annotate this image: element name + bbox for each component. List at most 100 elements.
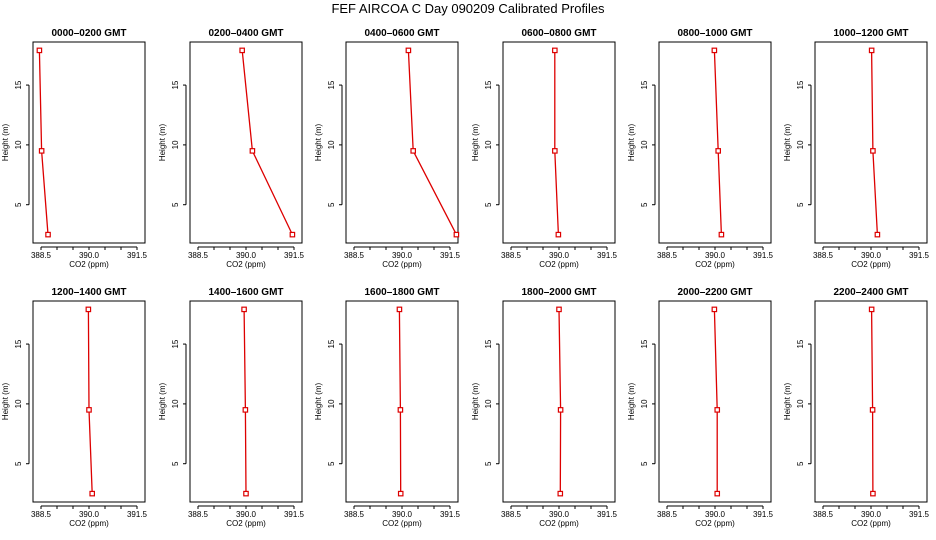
y-tick-label: 15	[484, 339, 493, 348]
x-tick-label: 388.5	[188, 251, 209, 260]
panel-title: 1200–1400 GMT	[51, 287, 126, 298]
y-tick-label: 5	[640, 202, 649, 207]
profile-line	[398, 309, 402, 494]
data-point	[556, 306, 562, 313]
x-tick-label: 390.0	[705, 510, 726, 519]
plot-frame	[345, 41, 459, 244]
profile-line	[241, 50, 293, 235]
plot-frame	[658, 41, 772, 244]
x-tick-label: 388.5	[31, 510, 52, 519]
y-tick-label: 10	[796, 399, 805, 408]
x-tick-label: 388.5	[501, 251, 522, 260]
y-tick-label: 15	[484, 80, 493, 89]
x-axis-label: CO2 (ppm)	[69, 260, 109, 269]
x-tick-label: 391.5	[440, 251, 461, 260]
panel-title: 0800–1000 GMT	[677, 28, 752, 39]
chart-main-title: FEF AIRCOA C Day 090209 Calibrated Profi…	[331, 1, 605, 16]
data-point	[714, 490, 721, 497]
data-point	[242, 407, 249, 413]
y-axis-label: Height (m)	[627, 123, 636, 161]
y-axis-label: Height (m)	[471, 382, 480, 420]
x-tick-label: 390.0	[79, 510, 100, 519]
data-point	[718, 231, 725, 238]
x-tick-label: 388.5	[813, 251, 834, 260]
x-axis-label: CO2 (ppm)	[695, 260, 735, 269]
plot-frame	[502, 41, 616, 244]
y-axis-label: Height (m)	[158, 123, 167, 161]
x-tick-label: 390.0	[392, 251, 413, 260]
x-axis-label: CO2 (ppm)	[851, 519, 891, 528]
x-tick-label: 391.5	[440, 510, 461, 519]
x-axis-label: CO2 (ppm)	[226, 519, 266, 528]
panel-title: 0000–0200 GMT	[51, 28, 126, 39]
x-tick-label: 390.0	[861, 251, 882, 260]
y-tick-label: 10	[484, 140, 493, 149]
y-axis-label: Height (m)	[1, 123, 10, 161]
x-tick-label: 391.5	[753, 510, 774, 519]
data-point	[405, 47, 412, 54]
x-tick-label: 388.5	[344, 251, 365, 260]
data-point	[715, 148, 722, 154]
y-tick-label: 10	[327, 399, 336, 408]
plot-frame	[189, 300, 303, 503]
plot-frame	[32, 41, 146, 244]
x-tick-label: 390.0	[236, 251, 257, 260]
y-tick-label: 10	[171, 399, 180, 408]
x-tick-label: 388.5	[657, 510, 678, 519]
y-tick-label: 15	[327, 339, 336, 348]
x-tick-label: 390.0	[392, 510, 413, 519]
x-tick-label: 391.5	[597, 251, 618, 260]
y-tick-label: 15	[640, 80, 649, 89]
x-axis-label: CO2 (ppm)	[226, 260, 266, 269]
x-tick-label: 391.5	[753, 251, 774, 260]
y-tick-label: 10	[327, 140, 336, 149]
data-point	[38, 148, 45, 154]
y-axis-label: Height (m)	[314, 123, 323, 161]
x-tick-label: 388.5	[188, 510, 209, 519]
y-axis-label: Height (m)	[783, 123, 792, 161]
x-tick-label: 390.0	[549, 510, 570, 519]
y-tick-label: 15	[796, 80, 805, 89]
data-point	[555, 231, 562, 238]
y-tick-label: 10	[484, 399, 493, 408]
y-axis-label: Height (m)	[314, 382, 323, 420]
x-tick-label: 391.5	[284, 251, 305, 260]
x-axis-label: CO2 (ppm)	[539, 260, 579, 269]
y-tick-label: 5	[327, 202, 336, 207]
data-point	[45, 231, 51, 238]
data-point	[241, 306, 247, 313]
x-tick-label: 390.0	[861, 510, 882, 519]
x-tick-label: 388.5	[31, 251, 52, 260]
profile-line	[713, 50, 723, 235]
profile-line	[870, 309, 874, 494]
x-axis-label: CO2 (ppm)	[69, 519, 109, 528]
y-tick-label: 15	[640, 339, 649, 348]
data-point	[868, 47, 875, 54]
y-tick-label: 10	[640, 399, 649, 408]
y-tick-label: 5	[14, 461, 23, 466]
panel-title: 0600–0800 GMT	[521, 28, 596, 39]
profile-line	[554, 50, 560, 235]
y-axis-label: Height (m)	[783, 382, 792, 420]
y-tick-label: 15	[14, 80, 23, 89]
profile-line	[87, 309, 93, 494]
y-tick-label: 15	[327, 80, 336, 89]
y-tick-label: 15	[171, 339, 180, 348]
plot-frame	[32, 300, 146, 503]
x-tick-label: 390.0	[705, 251, 726, 260]
data-point	[870, 490, 876, 497]
y-tick-label: 10	[171, 140, 180, 149]
y-tick-label: 5	[171, 461, 180, 466]
y-axis-label: Height (m)	[158, 382, 167, 420]
data-point	[868, 306, 875, 313]
plot-frame	[658, 300, 772, 503]
y-tick-label: 5	[484, 202, 493, 207]
x-axis-label: CO2 (ppm)	[539, 519, 579, 528]
data-point	[711, 47, 718, 54]
profile-line	[38, 50, 49, 235]
y-tick-label: 15	[14, 339, 23, 348]
x-axis-label: CO2 (ppm)	[695, 519, 735, 528]
data-point	[557, 407, 564, 413]
profile-line	[243, 309, 247, 494]
